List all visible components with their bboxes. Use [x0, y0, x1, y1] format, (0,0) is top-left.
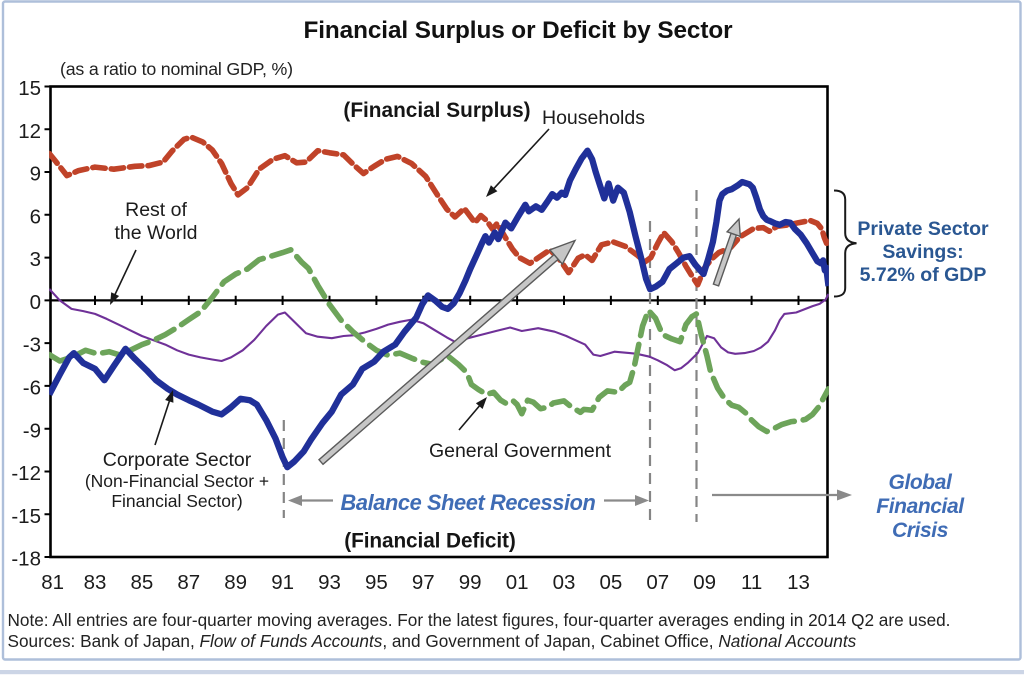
svg-text:3: 3	[30, 248, 41, 271]
svg-text:11: 11	[741, 571, 762, 594]
svg-text:93: 93	[318, 571, 341, 594]
svg-text:Corporate Sector: Corporate Sector	[103, 449, 252, 471]
svg-text:85: 85	[130, 571, 153, 594]
svg-text:-15: -15	[11, 505, 41, 528]
svg-text:9: 9	[30, 163, 41, 186]
svg-text:Global: Global	[889, 471, 954, 494]
svg-text:(as a ratio to nominal GDP, %): (as a ratio to nominal GDP, %)	[60, 59, 293, 79]
svg-text:05: 05	[599, 571, 622, 594]
svg-text:Private Sector: Private Sector	[857, 218, 989, 240]
svg-text:-12: -12	[11, 462, 41, 485]
svg-text:Balance Sheet Recession: Balance Sheet Recession	[341, 490, 596, 515]
svg-text:-9: -9	[23, 419, 41, 442]
svg-text:12: 12	[18, 120, 41, 143]
svg-text:99: 99	[459, 571, 482, 594]
svg-text:95: 95	[365, 571, 388, 594]
svg-text:91: 91	[271, 571, 294, 594]
svg-text:03: 03	[553, 571, 576, 594]
svg-text:Savings:: Savings:	[882, 241, 963, 263]
svg-text:81: 81	[41, 571, 64, 594]
svg-text:(Non-Financial Sector +: (Non-Financial Sector +	[85, 471, 269, 491]
svg-text:Households: Households	[542, 107, 645, 129]
svg-text:Rest of: Rest of	[125, 199, 187, 221]
svg-text:-6: -6	[23, 377, 41, 400]
svg-text:-3: -3	[23, 334, 41, 357]
svg-text:5.72% of GDP: 5.72% of GDP	[860, 264, 987, 286]
svg-text:Sources: Bank of Japan, Flow o: Sources: Bank of Japan, Flow of Funds Ac…	[8, 631, 857, 651]
svg-text:87: 87	[177, 571, 200, 594]
svg-text:Financial Surplus or Deficit b: Financial Surplus or Deficit by Sector	[303, 17, 733, 44]
svg-text:89: 89	[224, 571, 247, 594]
svg-text:97: 97	[412, 571, 435, 594]
svg-text:(Financial Surplus): (Financial Surplus)	[343, 99, 530, 122]
svg-text:the World: the World	[114, 222, 197, 244]
svg-text:(Financial Deficit): (Financial Deficit)	[344, 530, 515, 553]
svg-text:Crisis: Crisis	[892, 519, 948, 542]
svg-text:07: 07	[646, 571, 669, 594]
svg-text:0: 0	[30, 291, 41, 314]
svg-text:01: 01	[506, 571, 529, 594]
svg-text:13: 13	[787, 571, 810, 594]
svg-text:Financial Sector): Financial Sector)	[111, 491, 242, 511]
svg-text:Financial: Financial	[876, 495, 965, 518]
svg-text:83: 83	[84, 571, 107, 594]
svg-text:6: 6	[30, 205, 41, 228]
svg-text:15: 15	[18, 77, 41, 100]
svg-text:Note: All entries are four-qua: Note: All entries are four-quarter movin…	[8, 610, 951, 630]
svg-text:09: 09	[693, 571, 716, 594]
svg-text:-18: -18	[11, 548, 41, 571]
svg-text:General Government: General Government	[429, 440, 612, 462]
